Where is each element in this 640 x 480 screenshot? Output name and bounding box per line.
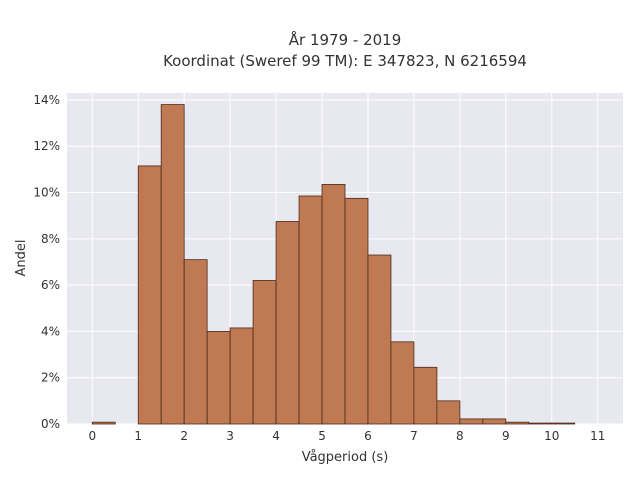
histogram-bar xyxy=(482,418,507,425)
y-axis-title: Andel xyxy=(14,240,29,277)
histogram-bar xyxy=(206,331,231,425)
histogram-bar xyxy=(413,366,438,425)
histogram-bar xyxy=(505,421,530,425)
histogram-bar xyxy=(252,280,277,425)
y-tick-label: 4% xyxy=(41,324,60,338)
histogram-bar xyxy=(298,195,323,425)
x-axis-title: Vågperiod (s) xyxy=(302,450,389,465)
x-tick-label: 5 xyxy=(318,429,326,443)
y-tick-label: 8% xyxy=(41,232,60,246)
x-axis-ticks: 0 1 2 3 4 5 6 7 8 9 10 11 xyxy=(88,429,605,443)
y-tick-label: 10% xyxy=(33,186,60,200)
chart-title-line1: År 1979 - 2019 xyxy=(289,30,402,49)
x-tick-label: 7 xyxy=(410,429,418,443)
x-tick-label: 1 xyxy=(134,429,142,443)
y-tick-label: 12% xyxy=(33,139,60,153)
y-tick-label: 6% xyxy=(41,278,60,292)
histogram-bar xyxy=(551,422,576,425)
histogram-bar xyxy=(528,422,553,425)
y-tick-label: 14% xyxy=(33,93,60,107)
x-tick-label: 2 xyxy=(180,429,188,443)
histogram-bar xyxy=(459,418,484,425)
histogram-bar xyxy=(275,221,300,425)
y-axis-ticks: 0% 2% 4% 6% 8% 10% 12% 14% xyxy=(33,93,60,431)
x-tick-label: 4 xyxy=(272,429,280,443)
histogram-bar xyxy=(367,254,392,425)
histogram-bar xyxy=(137,165,162,425)
histogram-bar xyxy=(91,421,116,425)
histogram-bar xyxy=(344,197,369,425)
x-tick-label: 9 xyxy=(502,429,510,443)
histogram-bars xyxy=(91,104,576,425)
chart-title-line2: Koordinat (Sweref 99 TM): E 347823, N 62… xyxy=(163,52,527,70)
x-tick-label: 0 xyxy=(88,429,96,443)
histogram-bar xyxy=(160,104,185,425)
histogram-bar xyxy=(436,400,461,425)
x-tick-label: 3 xyxy=(226,429,234,443)
x-tick-label: 11 xyxy=(590,429,605,443)
histogram-bar xyxy=(321,184,346,425)
x-tick-label: 6 xyxy=(364,429,372,443)
histogram-bar xyxy=(183,259,208,425)
x-tick-label: 10 xyxy=(544,429,559,443)
y-tick-label: 0% xyxy=(41,417,60,431)
histogram-bar xyxy=(390,341,415,425)
x-tick-label: 8 xyxy=(456,429,464,443)
y-tick-label: 2% xyxy=(41,371,60,385)
histogram-bar xyxy=(229,327,254,425)
